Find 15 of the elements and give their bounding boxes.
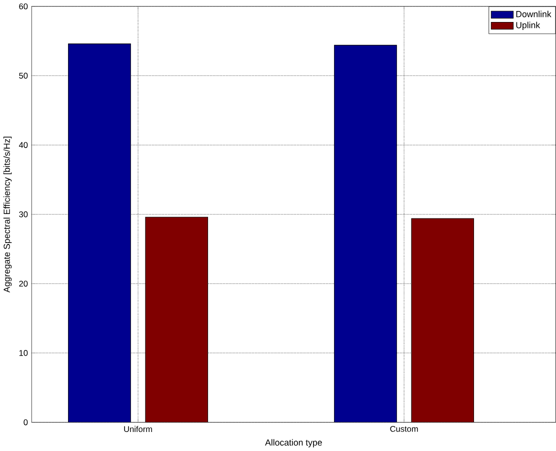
y-tick-label: 0 xyxy=(24,419,28,426)
x-tick-label: Custom xyxy=(390,426,418,432)
y-tick-label: 20 xyxy=(19,280,28,287)
y-tick-label: 50 xyxy=(19,72,28,79)
y-tick-label: 60 xyxy=(19,4,28,10)
y-tick-label: 30 xyxy=(19,211,28,218)
x-tick-label: Uniform xyxy=(124,426,152,432)
y-axis-title: Aggregate Spectral Efficiency [bits/s/Hz] xyxy=(3,136,12,293)
legend-label: Downlink xyxy=(516,10,552,18)
y-tick-label: 40 xyxy=(18,142,28,148)
legend-label: Uplink xyxy=(516,22,540,30)
bar xyxy=(68,44,131,422)
bar xyxy=(334,45,397,422)
x-axis-title: Allocation type xyxy=(265,439,322,448)
y-tick-label: 10 xyxy=(19,350,28,356)
